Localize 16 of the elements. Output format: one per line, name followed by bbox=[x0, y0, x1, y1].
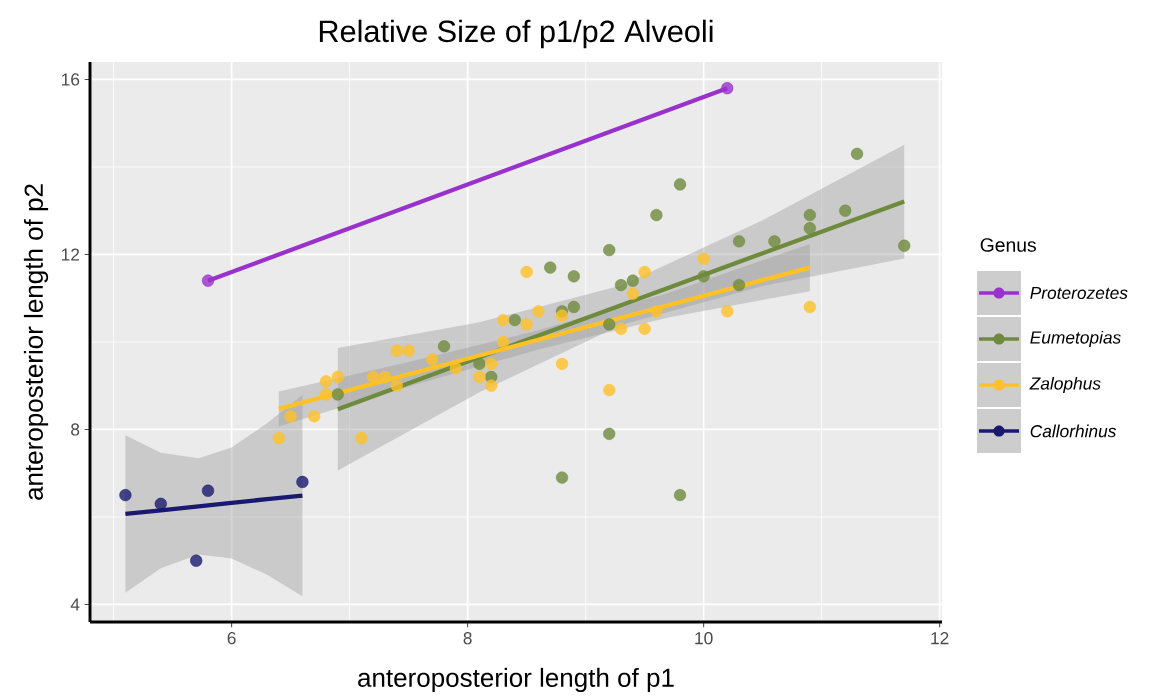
legend-label: Proterozetes bbox=[1030, 286, 1128, 300]
x-tick-label: 10 bbox=[695, 632, 713, 645]
y-tick-label: 8 bbox=[71, 423, 80, 436]
y-axis-title: anteroposterior length of p2 bbox=[23, 184, 49, 500]
y-tick-label: 12 bbox=[62, 248, 80, 261]
x-tick-label: 6 bbox=[227, 632, 236, 645]
x-tick-label: 12 bbox=[931, 632, 949, 645]
legend-label: Zalophus bbox=[1029, 376, 1101, 394]
y-tick-label: 16 bbox=[62, 73, 80, 86]
legend-title: Genus bbox=[980, 238, 1036, 252]
x-axis-title: anteroposterior length of p1 bbox=[358, 667, 674, 693]
chart-title: Relative Size of p1/p2 Alveoli bbox=[319, 19, 713, 49]
y-tick-label: 4 bbox=[70, 598, 80, 611]
legend-label: Callorhinus bbox=[1030, 424, 1117, 438]
x-tick-label: 8 bbox=[463, 632, 472, 645]
legend-label: Eumetopias bbox=[1030, 330, 1121, 348]
